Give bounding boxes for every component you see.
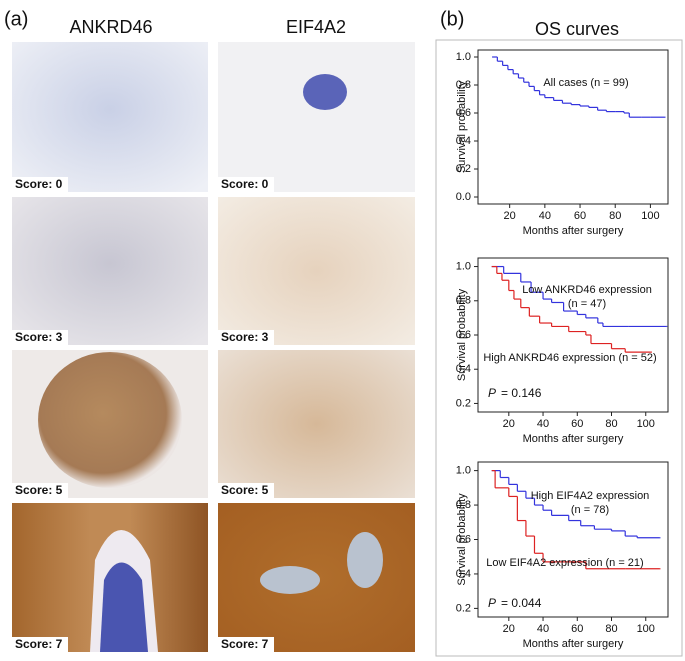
score-label: Score: 7: [15, 637, 63, 651]
x-tick-label: 80: [605, 418, 617, 430]
x-tick-label: 40: [537, 418, 549, 430]
plot-frame: [477, 461, 669, 618]
series-label: Low EIF4A2 expression (n = 21): [486, 557, 643, 569]
score-label: Score: 0: [15, 177, 63, 191]
panel-label: (b): [440, 8, 464, 30]
y-axis-label: Survival probability: [456, 493, 468, 586]
x-tick-label: 80: [605, 623, 617, 635]
y-tick-label: 0.4: [456, 135, 471, 147]
p-value: = 0.044: [501, 596, 542, 610]
score-box: [12, 637, 68, 652]
score-label: Score: 3: [221, 330, 269, 344]
y-tick-label: 0.2: [456, 602, 471, 614]
y-axis-label: Survival probability: [456, 80, 468, 173]
y-tick-label: 0.6: [456, 533, 471, 545]
score-box: [218, 637, 274, 652]
column-header: EIF4A2: [286, 17, 346, 37]
score-box: [218, 483, 274, 498]
series-label: All cases (n = 99): [543, 77, 628, 89]
p-symbol: P: [488, 386, 496, 400]
micrograph-detail: [38, 352, 182, 488]
score-box: [12, 330, 68, 345]
score-box: [12, 483, 68, 498]
y-tick-label: 0.2: [456, 397, 471, 409]
y-tick-label: 1.0: [456, 260, 471, 272]
series-note: (n = 78): [571, 504, 609, 516]
series-label: High EIF4A2 expression: [531, 490, 650, 502]
panel-label: (a): [4, 8, 28, 30]
x-tick-label: 100: [641, 210, 659, 222]
micrograph-detail: [260, 566, 320, 594]
y-axis-label: Survival probability: [456, 288, 468, 381]
x-axis-label: Months after surgery: [523, 225, 624, 237]
y-tick-label: 0.2: [456, 163, 471, 175]
score-label: Score: 0: [221, 177, 269, 191]
y-tick-label: 1.0: [456, 51, 471, 63]
score-label: Score: 3: [15, 330, 63, 344]
score-box: [218, 177, 274, 192]
x-tick-label: 60: [574, 210, 586, 222]
series-label: Low ANKRD46 expression: [522, 284, 652, 296]
x-axis-label: Months after surgery: [523, 433, 624, 445]
p-symbol: P: [488, 596, 496, 610]
micrograph: [218, 42, 415, 192]
series-label: High ANKRD46 expression (n = 52): [483, 352, 656, 364]
y-tick-label: 0.8: [456, 499, 471, 511]
y-tick-label: 0.6: [456, 107, 471, 119]
panel-title: OS curves: [535, 19, 619, 39]
micrograph-detail: [303, 74, 347, 110]
x-tick-label: 100: [637, 418, 655, 430]
plot-frame: [477, 49, 669, 205]
micrograph: [218, 350, 415, 498]
x-tick-label: 40: [539, 210, 551, 222]
x-tick-label: 20: [503, 418, 515, 430]
x-tick-label: 100: [637, 623, 655, 635]
x-tick-label: 20: [504, 210, 516, 222]
y-tick-label: 0.0: [456, 191, 471, 203]
x-tick-label: 60: [571, 623, 583, 635]
x-tick-label: 80: [609, 210, 621, 222]
micrograph-detail: [347, 532, 383, 588]
x-tick-label: 40: [537, 623, 549, 635]
micrograph: [12, 197, 208, 345]
series-note: (n = 47): [568, 298, 606, 310]
y-tick-label: 0.6: [456, 329, 471, 341]
score-box: [12, 177, 68, 192]
y-tick-label: 0.8: [456, 79, 471, 91]
score-label: Score: 5: [15, 483, 63, 497]
x-tick-label: 60: [571, 418, 583, 430]
micrograph: [218, 197, 415, 345]
column-header: ANKRD46: [69, 17, 152, 37]
y-tick-label: 0.4: [456, 568, 471, 580]
x-axis-label: Months after surgery: [523, 638, 624, 650]
score-label: Score: 7: [221, 637, 269, 651]
micrograph-detail: [100, 562, 148, 652]
p-value: = 0.146: [501, 386, 542, 400]
score-label: Score: 5: [221, 483, 269, 497]
y-tick-label: 0.8: [456, 295, 471, 307]
y-tick-label: 0.4: [456, 363, 471, 375]
score-box: [218, 330, 274, 345]
y-tick-label: 1.0: [456, 465, 471, 477]
micrograph: [12, 42, 208, 192]
panel-border: [435, 39, 683, 657]
x-tick-label: 20: [503, 623, 515, 635]
